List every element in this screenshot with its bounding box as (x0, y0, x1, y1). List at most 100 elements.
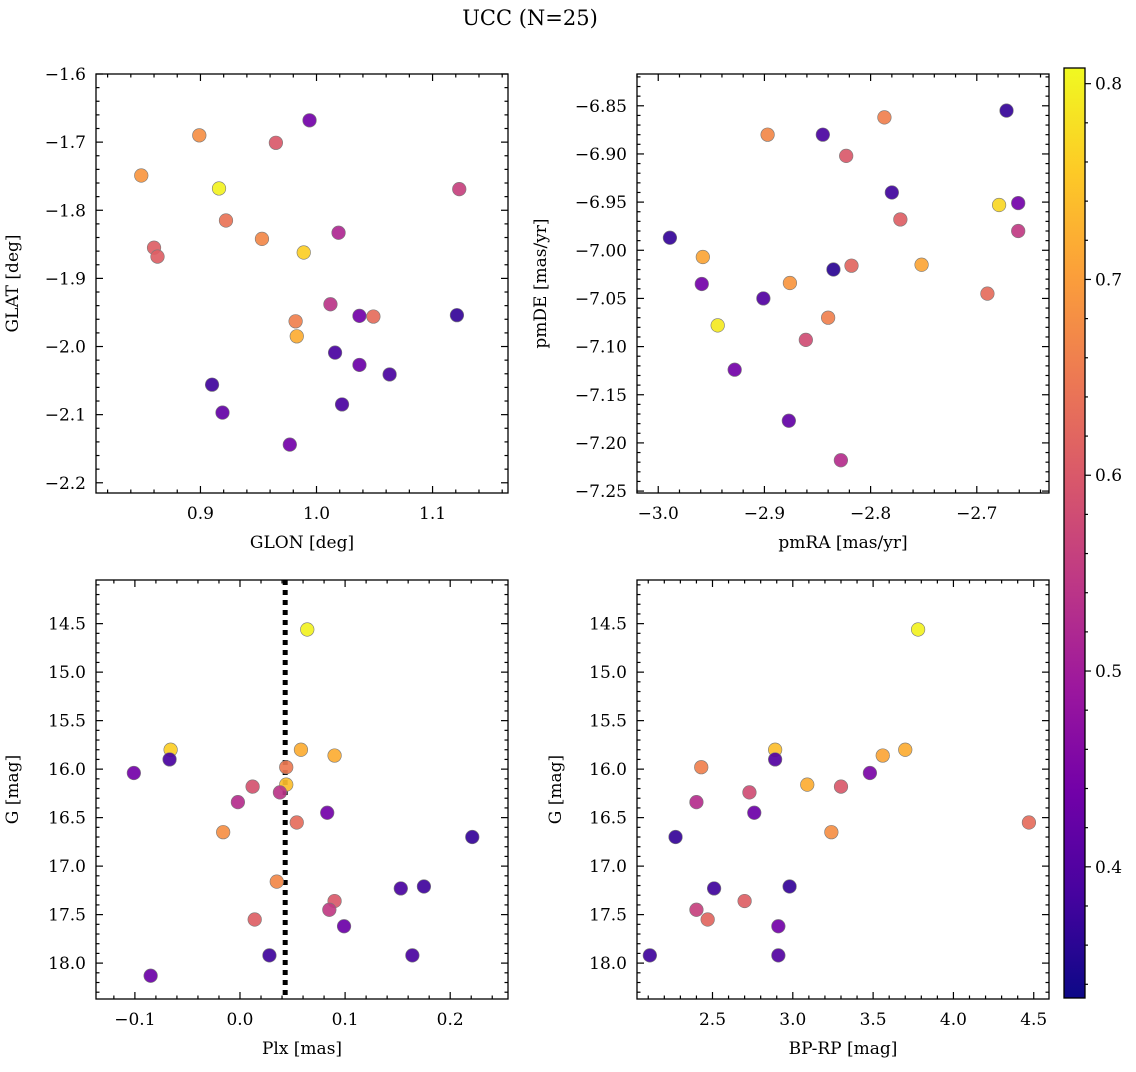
scatter-point (826, 262, 841, 277)
scatter-point (771, 919, 786, 934)
scatter-point (327, 345, 343, 360)
x-tick-label: 4.0 (940, 1010, 967, 1030)
y-tick-label: 15.5 (48, 712, 86, 732)
x-tick-label: 0.2 (437, 1010, 464, 1030)
scatter-point (162, 752, 177, 767)
scatter-point (710, 318, 725, 333)
x-tick-label: 1.0 (303, 504, 330, 524)
scatter-point (143, 968, 158, 983)
scatter-point (269, 874, 284, 889)
panel-3: −0.1 0.0 0.1 0.2 14.5 15.0 15.5 16.0 16.5 17.0 17.… (3, 579, 509, 1059)
y-tick-label: 16.0 (589, 760, 627, 780)
scatter-point (991, 197, 1007, 213)
panel-4-points (642, 622, 1037, 963)
panel-frame (95, 579, 509, 1000)
scatter-point (452, 182, 467, 197)
x-tick-label: 3.5 (860, 1010, 887, 1030)
x-tick-label: −2.7 (956, 504, 997, 524)
x-tick-label: 0.9 (187, 504, 214, 524)
scatter-point (352, 357, 367, 373)
scatter-point (815, 127, 830, 142)
scatter-point (742, 785, 757, 800)
scatter-point (382, 367, 397, 382)
scatter-point (134, 168, 149, 183)
y-axis-label: pmDE [mas/yr] (531, 218, 551, 348)
scatter-point (747, 805, 762, 820)
y-tick-label: 17.0 (589, 857, 627, 877)
y-tick-label: −6.95 (575, 193, 627, 213)
scatter-point (211, 181, 227, 196)
scatter-point (289, 329, 304, 344)
y-tick-label: −2.2 (45, 474, 86, 494)
scatter-point (914, 257, 929, 272)
scatter-point (833, 779, 849, 794)
panel-3-ticks (96, 580, 508, 999)
scatter-point (689, 902, 704, 917)
y-axis-label: GLAT [deg] (3, 234, 23, 332)
x-tick-label: 2.5 (699, 1010, 726, 1030)
scatter-point (465, 829, 480, 845)
scatter-point (150, 249, 165, 264)
colorbar-tick-label: 0.6 (1095, 466, 1122, 486)
y-tick-label: −7.05 (575, 289, 627, 309)
scatter-point (1021, 815, 1037, 830)
scatter-point (245, 779, 260, 794)
scatter-point (334, 397, 350, 412)
scatter-point (272, 785, 288, 800)
scatter-point (247, 912, 262, 927)
scatter-point (218, 213, 234, 228)
scatter-point (336, 919, 352, 934)
scatter-point (1011, 223, 1026, 239)
y-tick-label: 15.0 (48, 663, 86, 683)
y-tick-label: 14.5 (589, 615, 627, 635)
scatter-point (302, 113, 317, 128)
scatter-point (405, 948, 420, 963)
panel-1: 0.9 1.0 1.1 −2.2 −2.1 −2.0 −1.9 −1.8 −1.7 −1.6 GLO… (3, 65, 509, 553)
scatter-point (322, 902, 337, 917)
scatter-point (706, 881, 722, 896)
scatter-point (254, 231, 270, 246)
scatter-point (768, 752, 783, 767)
x-tick-label: 0.0 (226, 1010, 253, 1030)
x-tick-label: −2.8 (850, 504, 891, 524)
scatter-point (980, 286, 995, 301)
scatter-point (756, 291, 771, 306)
scatter-point (771, 948, 786, 963)
scatter-point (689, 795, 704, 810)
scatter-point (279, 760, 294, 775)
scatter-point (824, 825, 839, 840)
scatter-point (393, 881, 408, 896)
y-tick-label: −7.25 (575, 482, 627, 502)
y-axis-label: G [mag] (3, 755, 23, 824)
y-tick-label: −1.7 (45, 133, 86, 153)
panel-2: −3.0 −2.9 −2.8 −2.7 −7.25 −7.20 −7.15 −7.10 −7.0… (531, 73, 1050, 553)
y-tick-label: 17.0 (48, 857, 86, 877)
scatter-point (204, 377, 220, 392)
scatter-point (800, 777, 815, 792)
scatter-point (737, 893, 752, 909)
scatter-point (366, 309, 381, 324)
scatter-point (230, 795, 245, 810)
scatter-point (695, 249, 710, 265)
y-tick-label: 16.0 (48, 760, 86, 780)
y-axis-label: G [mag] (546, 755, 566, 824)
scatter-point (642, 948, 657, 963)
y-tick-label: −7.15 (575, 386, 627, 406)
scatter-point (781, 413, 796, 428)
colorbar-tick-label: 0.4 (1095, 858, 1122, 878)
scatter-point (782, 275, 798, 291)
scatter-point (760, 127, 775, 142)
figure-title: UCC (N=25) (462, 6, 598, 30)
scatter-point (1011, 195, 1026, 211)
scatter-point (694, 760, 709, 775)
colorbar-ticks (1085, 83, 1091, 985)
y-tick-label: 16.5 (589, 809, 627, 829)
panel-1-points (134, 113, 467, 452)
scatter-point (282, 437, 297, 452)
scatter-point (700, 912, 715, 927)
x-tick-label: 4.5 (1020, 1010, 1047, 1030)
scatter-point (875, 748, 890, 763)
scatter-point (844, 258, 859, 273)
y-tick-label: 16.5 (48, 809, 86, 829)
